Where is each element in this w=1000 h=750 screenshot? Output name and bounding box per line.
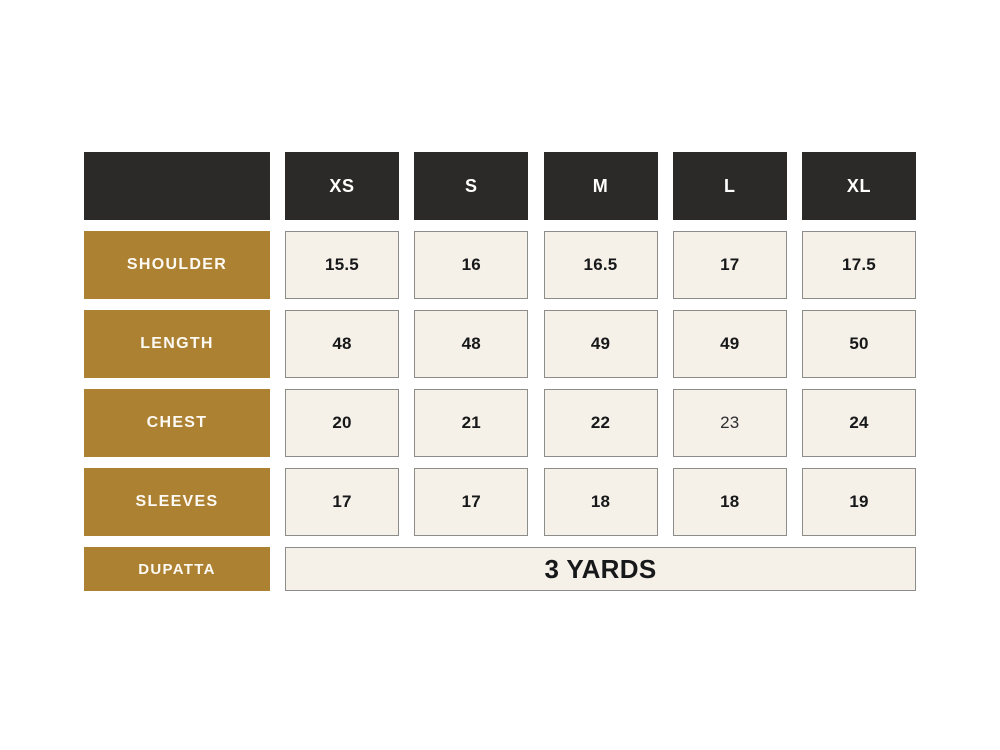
table-row-chest: CHEST 20 21 22 23 24	[84, 389, 916, 457]
row-cells-length: 48 48 49 49 50	[285, 310, 916, 378]
row-cells-chest: 20 21 22 23 24	[285, 389, 916, 457]
header-cell-l: L	[672, 152, 787, 220]
header-size-cells: XS S M L XL	[285, 152, 916, 220]
cell-shoulder-s: 16	[414, 231, 529, 299]
row-label-sleeves: SLEEVES	[84, 468, 270, 536]
table-row-sleeves: SLEEVES 17 17 18 18 19	[84, 468, 916, 536]
row-cells-sleeves: 17 17 18 18 19	[285, 468, 916, 536]
row-label-shoulder: SHOULDER	[84, 231, 270, 299]
cell-chest-l: 23	[672, 389, 787, 457]
row-label-length: LENGTH	[84, 310, 270, 378]
cell-shoulder-xs: 15.5	[285, 231, 399, 299]
cell-shoulder-l: 17	[672, 231, 787, 299]
table-row-shoulder: SHOULDER 15.5 16 16.5 17 17.5	[84, 231, 916, 299]
cell-sleeves-xl: 19	[802, 468, 916, 536]
header-corner-cell	[84, 152, 270, 220]
cell-chest-xs: 20	[285, 389, 399, 457]
cell-shoulder-xl: 17.5	[802, 231, 916, 299]
cell-chest-s: 21	[414, 389, 529, 457]
row-label-chest: CHEST	[84, 389, 270, 457]
header-cell-m: M	[543, 152, 658, 220]
cell-shoulder-m: 16.5	[543, 231, 658, 299]
cell-length-l: 49	[672, 310, 787, 378]
cell-sleeves-l: 18	[672, 468, 787, 536]
cell-length-xs: 48	[285, 310, 399, 378]
cell-length-s: 48	[414, 310, 529, 378]
cell-sleeves-m: 18	[543, 468, 658, 536]
header-cell-xs: XS	[285, 152, 399, 220]
row-cells-shoulder: 15.5 16 16.5 17 17.5	[285, 231, 916, 299]
table-row-length: LENGTH 48 48 49 49 50	[84, 310, 916, 378]
table-row-dupatta: DUPATTA 3 YARDS	[84, 547, 916, 591]
cell-dupatta-value: 3 YARDS	[285, 547, 916, 591]
cell-sleeves-xs: 17	[285, 468, 399, 536]
cell-chest-xl: 24	[802, 389, 916, 457]
table-header-row: XS S M L XL	[84, 152, 916, 220]
cell-chest-m: 22	[543, 389, 658, 457]
row-label-dupatta: DUPATTA	[84, 547, 270, 591]
header-cell-xl: XL	[802, 152, 916, 220]
cell-length-xl: 50	[802, 310, 916, 378]
header-cell-s: S	[414, 152, 529, 220]
cell-length-m: 49	[543, 310, 658, 378]
size-chart-table: XS S M L XL SHOULDER 15.5 16 16.5 17 17.…	[84, 152, 916, 591]
cell-sleeves-s: 17	[414, 468, 529, 536]
